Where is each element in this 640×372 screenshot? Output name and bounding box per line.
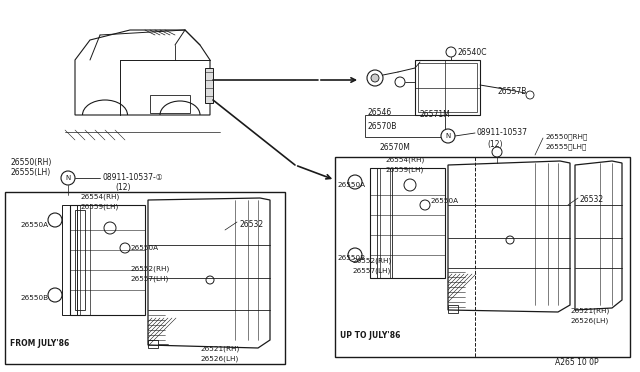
Bar xyxy=(448,305,458,313)
Bar xyxy=(5,192,285,364)
Text: 26557(LH): 26557(LH) xyxy=(352,268,390,275)
Text: 26554(RH): 26554(RH) xyxy=(80,193,119,200)
Circle shape xyxy=(446,47,456,57)
Text: 26532: 26532 xyxy=(580,195,604,204)
Text: 26559(LH): 26559(LH) xyxy=(385,167,423,173)
Text: 08911-10537: 08911-10537 xyxy=(477,128,528,137)
Text: 26571M: 26571M xyxy=(420,110,451,119)
Text: 26557B: 26557B xyxy=(498,87,527,96)
Text: 26570M: 26570M xyxy=(380,143,411,152)
Bar xyxy=(148,340,158,348)
Text: 26559(LH): 26559(LH) xyxy=(80,203,118,210)
Text: 26521(RH): 26521(RH) xyxy=(570,308,609,314)
Bar xyxy=(418,63,477,112)
Text: 26555(LH): 26555(LH) xyxy=(10,168,51,177)
Text: N: N xyxy=(445,133,451,139)
Circle shape xyxy=(120,243,130,253)
Text: 26550(RH): 26550(RH) xyxy=(10,158,51,167)
Circle shape xyxy=(48,288,62,302)
Bar xyxy=(377,168,392,278)
Text: 26552(RH): 26552(RH) xyxy=(130,265,169,272)
Circle shape xyxy=(367,70,383,86)
Circle shape xyxy=(348,248,362,262)
Text: 26526(LH): 26526(LH) xyxy=(570,318,608,324)
Circle shape xyxy=(404,179,416,191)
Circle shape xyxy=(420,200,430,210)
Text: 26546: 26546 xyxy=(368,108,392,117)
Bar xyxy=(365,115,445,137)
Bar xyxy=(150,95,190,113)
Text: 26521(RH): 26521(RH) xyxy=(200,345,239,352)
Bar xyxy=(335,157,630,357)
Circle shape xyxy=(206,276,214,284)
Text: 26554(RH): 26554(RH) xyxy=(385,157,424,163)
Bar xyxy=(205,68,213,103)
Bar xyxy=(62,205,77,315)
Text: 26550A: 26550A xyxy=(20,222,48,228)
Text: 08911-10537-①: 08911-10537-① xyxy=(102,173,163,182)
Circle shape xyxy=(506,236,514,244)
Circle shape xyxy=(371,74,379,82)
Text: 26555〈LH〉: 26555〈LH〉 xyxy=(545,143,586,150)
Circle shape xyxy=(395,77,405,87)
Circle shape xyxy=(441,129,455,143)
Circle shape xyxy=(61,171,75,185)
Text: 26557(LH): 26557(LH) xyxy=(130,275,168,282)
Polygon shape xyxy=(575,161,622,310)
Text: (12): (12) xyxy=(487,140,502,149)
Text: 26540C: 26540C xyxy=(458,48,488,57)
Text: N: N xyxy=(65,175,70,181)
Text: 26570B: 26570B xyxy=(368,122,397,131)
Text: UP TO JULY'86: UP TO JULY'86 xyxy=(340,331,401,340)
Text: 26552(RH): 26552(RH) xyxy=(352,258,391,264)
Text: A265 10 0P: A265 10 0P xyxy=(555,358,598,367)
Text: FROM JULY'86: FROM JULY'86 xyxy=(10,339,69,348)
Text: 26550A: 26550A xyxy=(430,198,458,204)
Text: 26550A: 26550A xyxy=(337,182,365,188)
Text: 26550B: 26550B xyxy=(337,255,365,261)
Circle shape xyxy=(48,213,62,227)
Text: 26550〈RH〉: 26550〈RH〉 xyxy=(545,133,588,140)
Bar xyxy=(370,168,445,278)
Bar xyxy=(75,210,85,310)
Circle shape xyxy=(526,91,534,99)
Bar xyxy=(70,205,145,315)
Circle shape xyxy=(492,147,502,157)
Text: 26532: 26532 xyxy=(240,220,264,229)
Bar xyxy=(415,60,480,115)
Circle shape xyxy=(348,175,362,189)
Polygon shape xyxy=(148,198,270,348)
Text: 26550A: 26550A xyxy=(130,245,158,251)
Polygon shape xyxy=(75,30,210,115)
Circle shape xyxy=(104,222,116,234)
Text: 26526(LH): 26526(LH) xyxy=(200,355,238,362)
Text: 26550B: 26550B xyxy=(20,295,48,301)
Text: (12): (12) xyxy=(115,183,131,192)
Polygon shape xyxy=(448,161,570,312)
